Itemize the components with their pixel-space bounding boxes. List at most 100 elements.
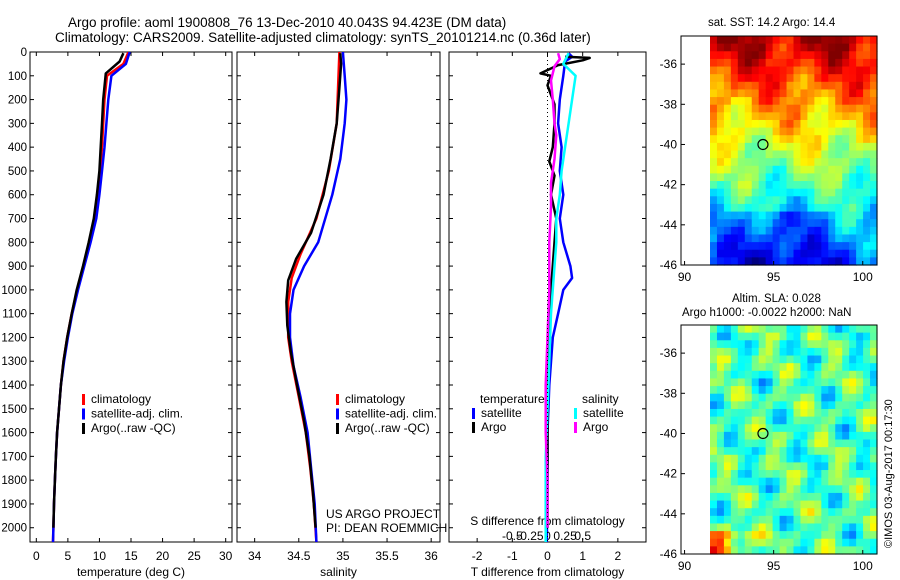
sla-cell: [786, 462, 795, 471]
sst-cell: [807, 36, 815, 45]
sla-cell: [765, 454, 774, 463]
sla-cell: [758, 492, 767, 502]
sla-cell: [821, 408, 829, 418]
sal-xtick-label: 36: [424, 549, 438, 563]
sst-cell: [723, 89, 732, 98]
sst-cell: [821, 58, 829, 68]
sst-cell: [744, 51, 753, 60]
sst-cell: [842, 203, 850, 213]
sla-cell: [730, 546, 739, 555]
sla-cell: [716, 424, 725, 433]
sla-cell: [793, 408, 802, 418]
sla-cell: [870, 500, 878, 509]
sla-cell: [856, 401, 864, 410]
sst-cell: [835, 257, 843, 266]
sst-cell: [737, 203, 746, 213]
sst-cell: [765, 135, 774, 144]
sal-series-line-satellite-adj-clim-: [288, 52, 348, 542]
diff-xtick-label: -1: [507, 549, 518, 563]
sla-cell: [737, 485, 746, 494]
sla-cell: [779, 447, 788, 456]
sla-cell: [835, 355, 843, 364]
sst-cell: [793, 203, 802, 213]
temp-axes-frame: [29, 51, 233, 543]
sla-cell: [793, 439, 802, 448]
sst-cell: [758, 196, 767, 205]
sla-cell: [814, 538, 822, 547]
sst-cell: [849, 89, 857, 98]
sst-cell: [863, 165, 871, 174]
sst-cell: [730, 158, 739, 167]
sla-cell: [772, 523, 781, 532]
sla-cell: [751, 340, 760, 349]
sst-cell: [828, 188, 836, 197]
sla-cell: [772, 492, 781, 502]
sst-cell: [772, 51, 781, 60]
sst-cell: [772, 211, 781, 220]
sla-lon-tick-label: 90: [678, 559, 692, 573]
sla-lon-tick-label: 95: [767, 559, 781, 573]
sst-cell: [807, 104, 815, 113]
sst-cell: [814, 188, 822, 197]
sla-cell: [710, 462, 718, 471]
sst-cell: [835, 150, 843, 159]
sst-cell: [716, 135, 725, 144]
sla-cell: [793, 470, 802, 479]
sla-cell: [758, 363, 767, 372]
sst-cell: [758, 257, 767, 266]
sst-cell: [779, 142, 788, 152]
sdiff-tick-label: -0.25: [516, 529, 544, 543]
sla-cell: [842, 515, 850, 525]
sst-cell: [744, 249, 753, 258]
sst-cell: [842, 257, 850, 266]
sla-cell: [786, 546, 795, 555]
sst-cell: [835, 104, 843, 113]
sla-cell: [828, 454, 836, 463]
sst-cell: [849, 242, 857, 251]
sst-cell: [744, 234, 753, 243]
sst-cell: [856, 36, 864, 45]
sla-cell: [716, 378, 725, 387]
sla-cell: [828, 408, 836, 418]
sst-cell: [730, 196, 739, 205]
sla-cell: [723, 454, 732, 463]
sst-cell: [849, 249, 857, 258]
sla-cell: [751, 386, 760, 395]
sla-cell: [779, 347, 788, 357]
sst-cell: [828, 112, 836, 121]
sla-cell: [842, 508, 850, 517]
sla-cell: [779, 492, 788, 502]
sla-cell: [821, 332, 829, 341]
sla-cell: [793, 370, 802, 380]
sla-cell: [744, 355, 753, 364]
sla-cell: [849, 439, 857, 448]
sla-cell: [737, 508, 746, 517]
sla-cell: [751, 485, 760, 494]
depth-tick-label: 700: [8, 214, 27, 226]
sst-cell: [786, 135, 795, 144]
sst-cell: [758, 43, 767, 52]
sst-cell: [723, 81, 732, 91]
sla-cell: [807, 523, 815, 532]
sst-cell: [779, 51, 788, 60]
sla-cell: [814, 508, 822, 517]
sst-cell: [751, 203, 760, 213]
sla-cell: [765, 531, 774, 540]
sst-cell: [744, 74, 753, 83]
sst-cell: [723, 173, 732, 182]
sla-cell: [779, 515, 788, 525]
sst-cell: [849, 104, 857, 113]
sla-cell: [744, 500, 753, 509]
sla-cell: [856, 355, 864, 364]
sst-cell: [793, 104, 802, 113]
sst-cell: [772, 104, 781, 113]
sla-cell: [710, 431, 718, 441]
sla-cell: [821, 500, 829, 509]
sla-cell: [772, 454, 781, 463]
sst-cell: [744, 150, 753, 159]
sla-cell: [835, 508, 843, 517]
sla-cell: [814, 340, 822, 349]
sst-cell: [856, 242, 864, 251]
sst-cell: [765, 173, 774, 182]
sla-cell: [821, 477, 829, 486]
